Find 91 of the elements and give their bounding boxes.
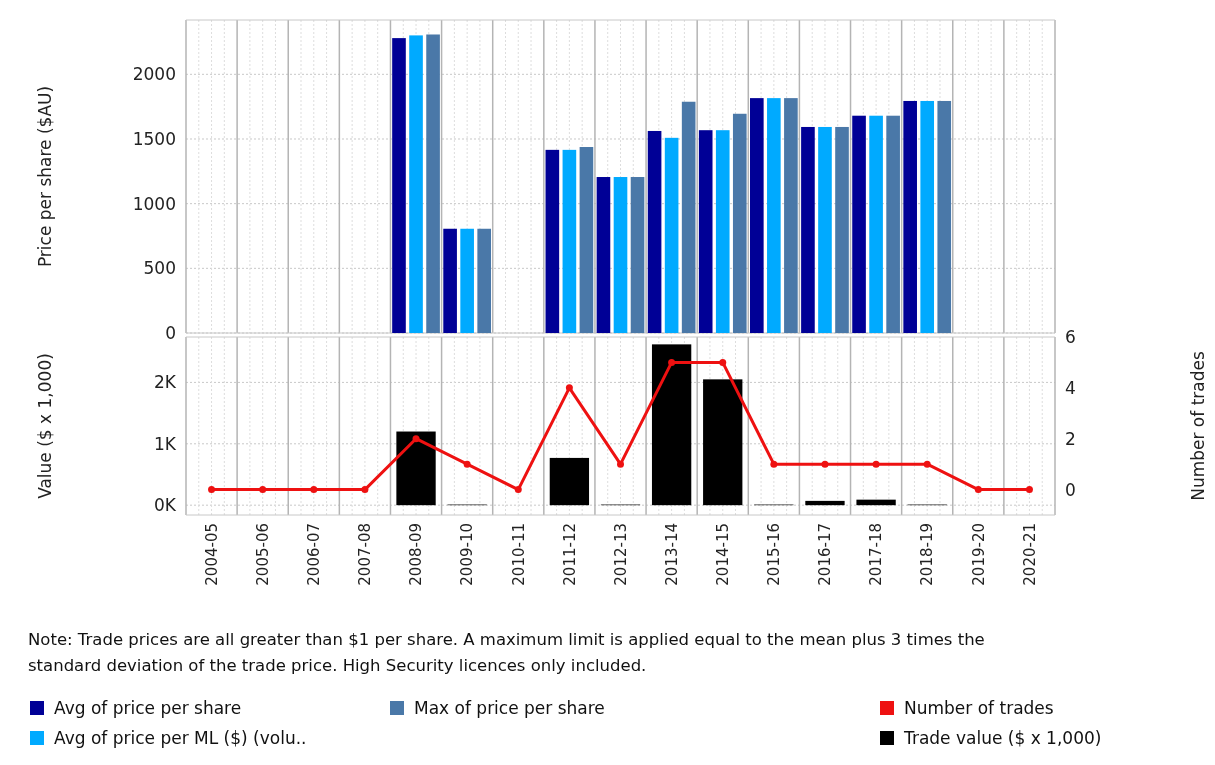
- bar: [715, 130, 730, 333]
- bar: [579, 147, 594, 333]
- bar: [869, 115, 883, 333]
- bar: [698, 130, 713, 333]
- bar: [460, 228, 474, 333]
- point: [821, 460, 829, 468]
- x-tick-label: 2007-08: [356, 523, 375, 586]
- point: [310, 486, 318, 494]
- legend-label: Avg of price per ML ($) (volu..: [54, 727, 307, 748]
- bar: [647, 130, 662, 333]
- legend-label: Avg of price per share: [54, 697, 242, 718]
- bar: [818, 126, 832, 333]
- x-tick-label: 2011-12: [560, 523, 579, 586]
- point: [208, 486, 216, 494]
- point: [974, 486, 982, 494]
- bar: [630, 177, 645, 333]
- y-tick-label: 0: [165, 322, 176, 343]
- x-tick-label: 2018-19: [918, 523, 937, 586]
- x-tick-label: 2008-09: [407, 523, 426, 586]
- point: [463, 460, 471, 468]
- bar: [396, 431, 436, 506]
- y2-tick-label: 2: [1065, 428, 1076, 449]
- x-tick-label: 2006-07: [305, 523, 324, 586]
- bar: [477, 228, 491, 333]
- bar: [443, 228, 457, 333]
- bar: [562, 149, 577, 333]
- bar: [392, 38, 406, 333]
- bar: [613, 177, 628, 333]
- point: [617, 460, 624, 468]
- bar: [664, 137, 679, 333]
- bar: [903, 100, 917, 333]
- bar: [703, 379, 743, 506]
- bar: [886, 115, 900, 333]
- point: [668, 358, 676, 366]
- point: [514, 486, 522, 494]
- x-tick-label: 2016-17: [816, 523, 835, 586]
- bar: [920, 100, 935, 333]
- point: [412, 435, 420, 443]
- y-tick-label: 2K: [154, 372, 177, 393]
- y2-tick-label: 0: [1065, 479, 1076, 500]
- bar: [426, 34, 440, 333]
- y-tick-label: 0K: [154, 495, 177, 516]
- bar: [767, 98, 781, 333]
- bar: [545, 149, 560, 333]
- point: [565, 384, 573, 392]
- x-tick-label: 2015-16: [765, 523, 784, 586]
- point: [872, 460, 880, 468]
- x-tick-label: 2014-15: [713, 523, 732, 586]
- y2-axis-title: Number of trades: [1187, 351, 1208, 501]
- point: [770, 460, 778, 468]
- bar: [732, 113, 747, 333]
- bar: [784, 98, 798, 333]
- y2-tick-label: 4: [1065, 377, 1076, 398]
- x-tick-label: 2017-18: [867, 523, 886, 586]
- x-tick-label: 2004-05: [202, 523, 221, 586]
- bar: [937, 100, 952, 333]
- y-axis-title: Price per share ($AU): [34, 85, 55, 268]
- bar: [856, 499, 896, 506]
- y2-tick-label: 6: [1065, 326, 1076, 347]
- x-tick-label: 2019-20: [969, 523, 988, 586]
- y-tick-label: 1000: [132, 193, 176, 214]
- y-tick-label: 1500: [132, 128, 176, 149]
- bar: [549, 457, 590, 506]
- bar: [805, 500, 845, 506]
- bar: [750, 98, 764, 333]
- x-tick-label: 2010-11: [509, 523, 528, 586]
- x-tick-label: 2020-21: [1020, 523, 1039, 586]
- point: [361, 486, 369, 494]
- legend-label: Number of trades: [904, 697, 1054, 718]
- bar: [409, 35, 423, 333]
- x-tick-label: 2009-10: [458, 523, 477, 586]
- y-axis-title: Value ($ x 1,000): [34, 353, 55, 499]
- x-tick-label: 2005-06: [253, 523, 272, 586]
- y-tick-label: 500: [143, 258, 176, 279]
- point: [1025, 486, 1033, 494]
- point: [259, 486, 267, 494]
- bar: [596, 177, 611, 333]
- legend-label: Trade value ($ x 1,000): [903, 727, 1102, 748]
- y-tick-label: 2000: [132, 64, 176, 85]
- text: Note: Trade prices are all greater than $1 per share. A maximum limit is applied equal to the mean plus 3 times the standard deviation of the trade price. High Security licences only included.: [28, 630, 985, 675]
- point: [719, 358, 727, 366]
- bar: [681, 101, 696, 333]
- point: [923, 460, 931, 468]
- x-tick-label: 2013-14: [662, 523, 681, 586]
- legend-label: Max of price per share: [414, 697, 605, 718]
- x-tick-label: 2012-13: [611, 523, 630, 586]
- bar: [835, 126, 849, 333]
- bar: [801, 126, 815, 333]
- bar: [852, 115, 866, 333]
- bar: [651, 344, 692, 506]
- y-tick-label: 1K: [154, 433, 177, 454]
